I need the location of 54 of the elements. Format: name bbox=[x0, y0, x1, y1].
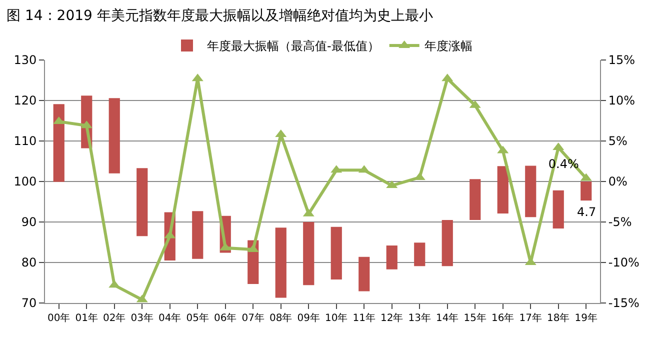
bar bbox=[275, 228, 286, 298]
x-tick-label: 11年 bbox=[352, 312, 376, 324]
legend-label: 年度最大振幅（最高值-最低值） bbox=[207, 39, 380, 54]
chart-title: 图 14：2019 年美元指数年度最大振幅以及增幅绝对值均为史上最小 bbox=[6, 8, 433, 24]
x-tick-label: 00年 bbox=[48, 312, 70, 324]
bar bbox=[580, 182, 592, 201]
bar bbox=[53, 104, 64, 182]
bar bbox=[303, 222, 314, 286]
x-tick-label: 04年 bbox=[158, 312, 182, 324]
x-tick-label: 09年 bbox=[297, 312, 320, 324]
y2-tick-label: 10% bbox=[608, 94, 636, 108]
bar bbox=[330, 226, 342, 280]
x-tick-label: 14年 bbox=[436, 312, 459, 324]
x-tick-label: 06年 bbox=[214, 312, 237, 324]
x-tick-label: 03年 bbox=[130, 312, 154, 324]
bar bbox=[136, 168, 148, 236]
x-tick-label: 02年 bbox=[103, 312, 126, 324]
bar bbox=[192, 211, 204, 259]
bar bbox=[414, 242, 426, 266]
y2-tick-label: -10% bbox=[608, 256, 640, 270]
y2-tick-label: 15% bbox=[608, 53, 636, 68]
bar bbox=[358, 256, 370, 292]
x-tick-label: 15年 bbox=[464, 312, 486, 324]
x-tick-label: 01年 bbox=[75, 312, 98, 324]
x-tick-label: 13年 bbox=[408, 312, 431, 324]
y2-tick-label: 0% bbox=[608, 174, 628, 189]
y-tick-label: 120 bbox=[14, 94, 37, 108]
x-tick-label: 19年 bbox=[574, 312, 598, 324]
bar bbox=[108, 98, 120, 174]
bar bbox=[442, 220, 453, 266]
y2-tick-label: -5% bbox=[608, 215, 632, 230]
data-label: 4.7 bbox=[577, 205, 596, 219]
legend-label: 年度涨幅 bbox=[424, 39, 472, 54]
bar bbox=[386, 245, 398, 270]
y-tick-label: 80 bbox=[21, 256, 37, 270]
bar bbox=[497, 166, 508, 214]
y2-tick-label: -15% bbox=[608, 296, 640, 310]
y-tick-label: 130 bbox=[14, 53, 37, 68]
x-tick-label: 16年 bbox=[492, 312, 514, 324]
bar bbox=[552, 190, 564, 228]
x-tick-label: 10年 bbox=[325, 312, 348, 324]
y2-tick-label: 5% bbox=[608, 134, 628, 148]
y-tick-label: 110 bbox=[14, 134, 37, 148]
bar bbox=[525, 166, 536, 218]
x-tick-label: 07年 bbox=[242, 312, 264, 324]
x-tick-label: 05年 bbox=[186, 312, 209, 324]
x-tick-label: 17年 bbox=[519, 312, 542, 324]
y-tick-label: 70 bbox=[21, 296, 37, 310]
bar bbox=[470, 179, 481, 220]
y-tick-label: 90 bbox=[21, 215, 37, 230]
x-tick-label: 12年 bbox=[380, 312, 404, 324]
y-tick-label: 100 bbox=[14, 174, 37, 189]
x-tick-label: 18年 bbox=[547, 312, 570, 324]
x-tick-label: 08年 bbox=[270, 312, 292, 324]
